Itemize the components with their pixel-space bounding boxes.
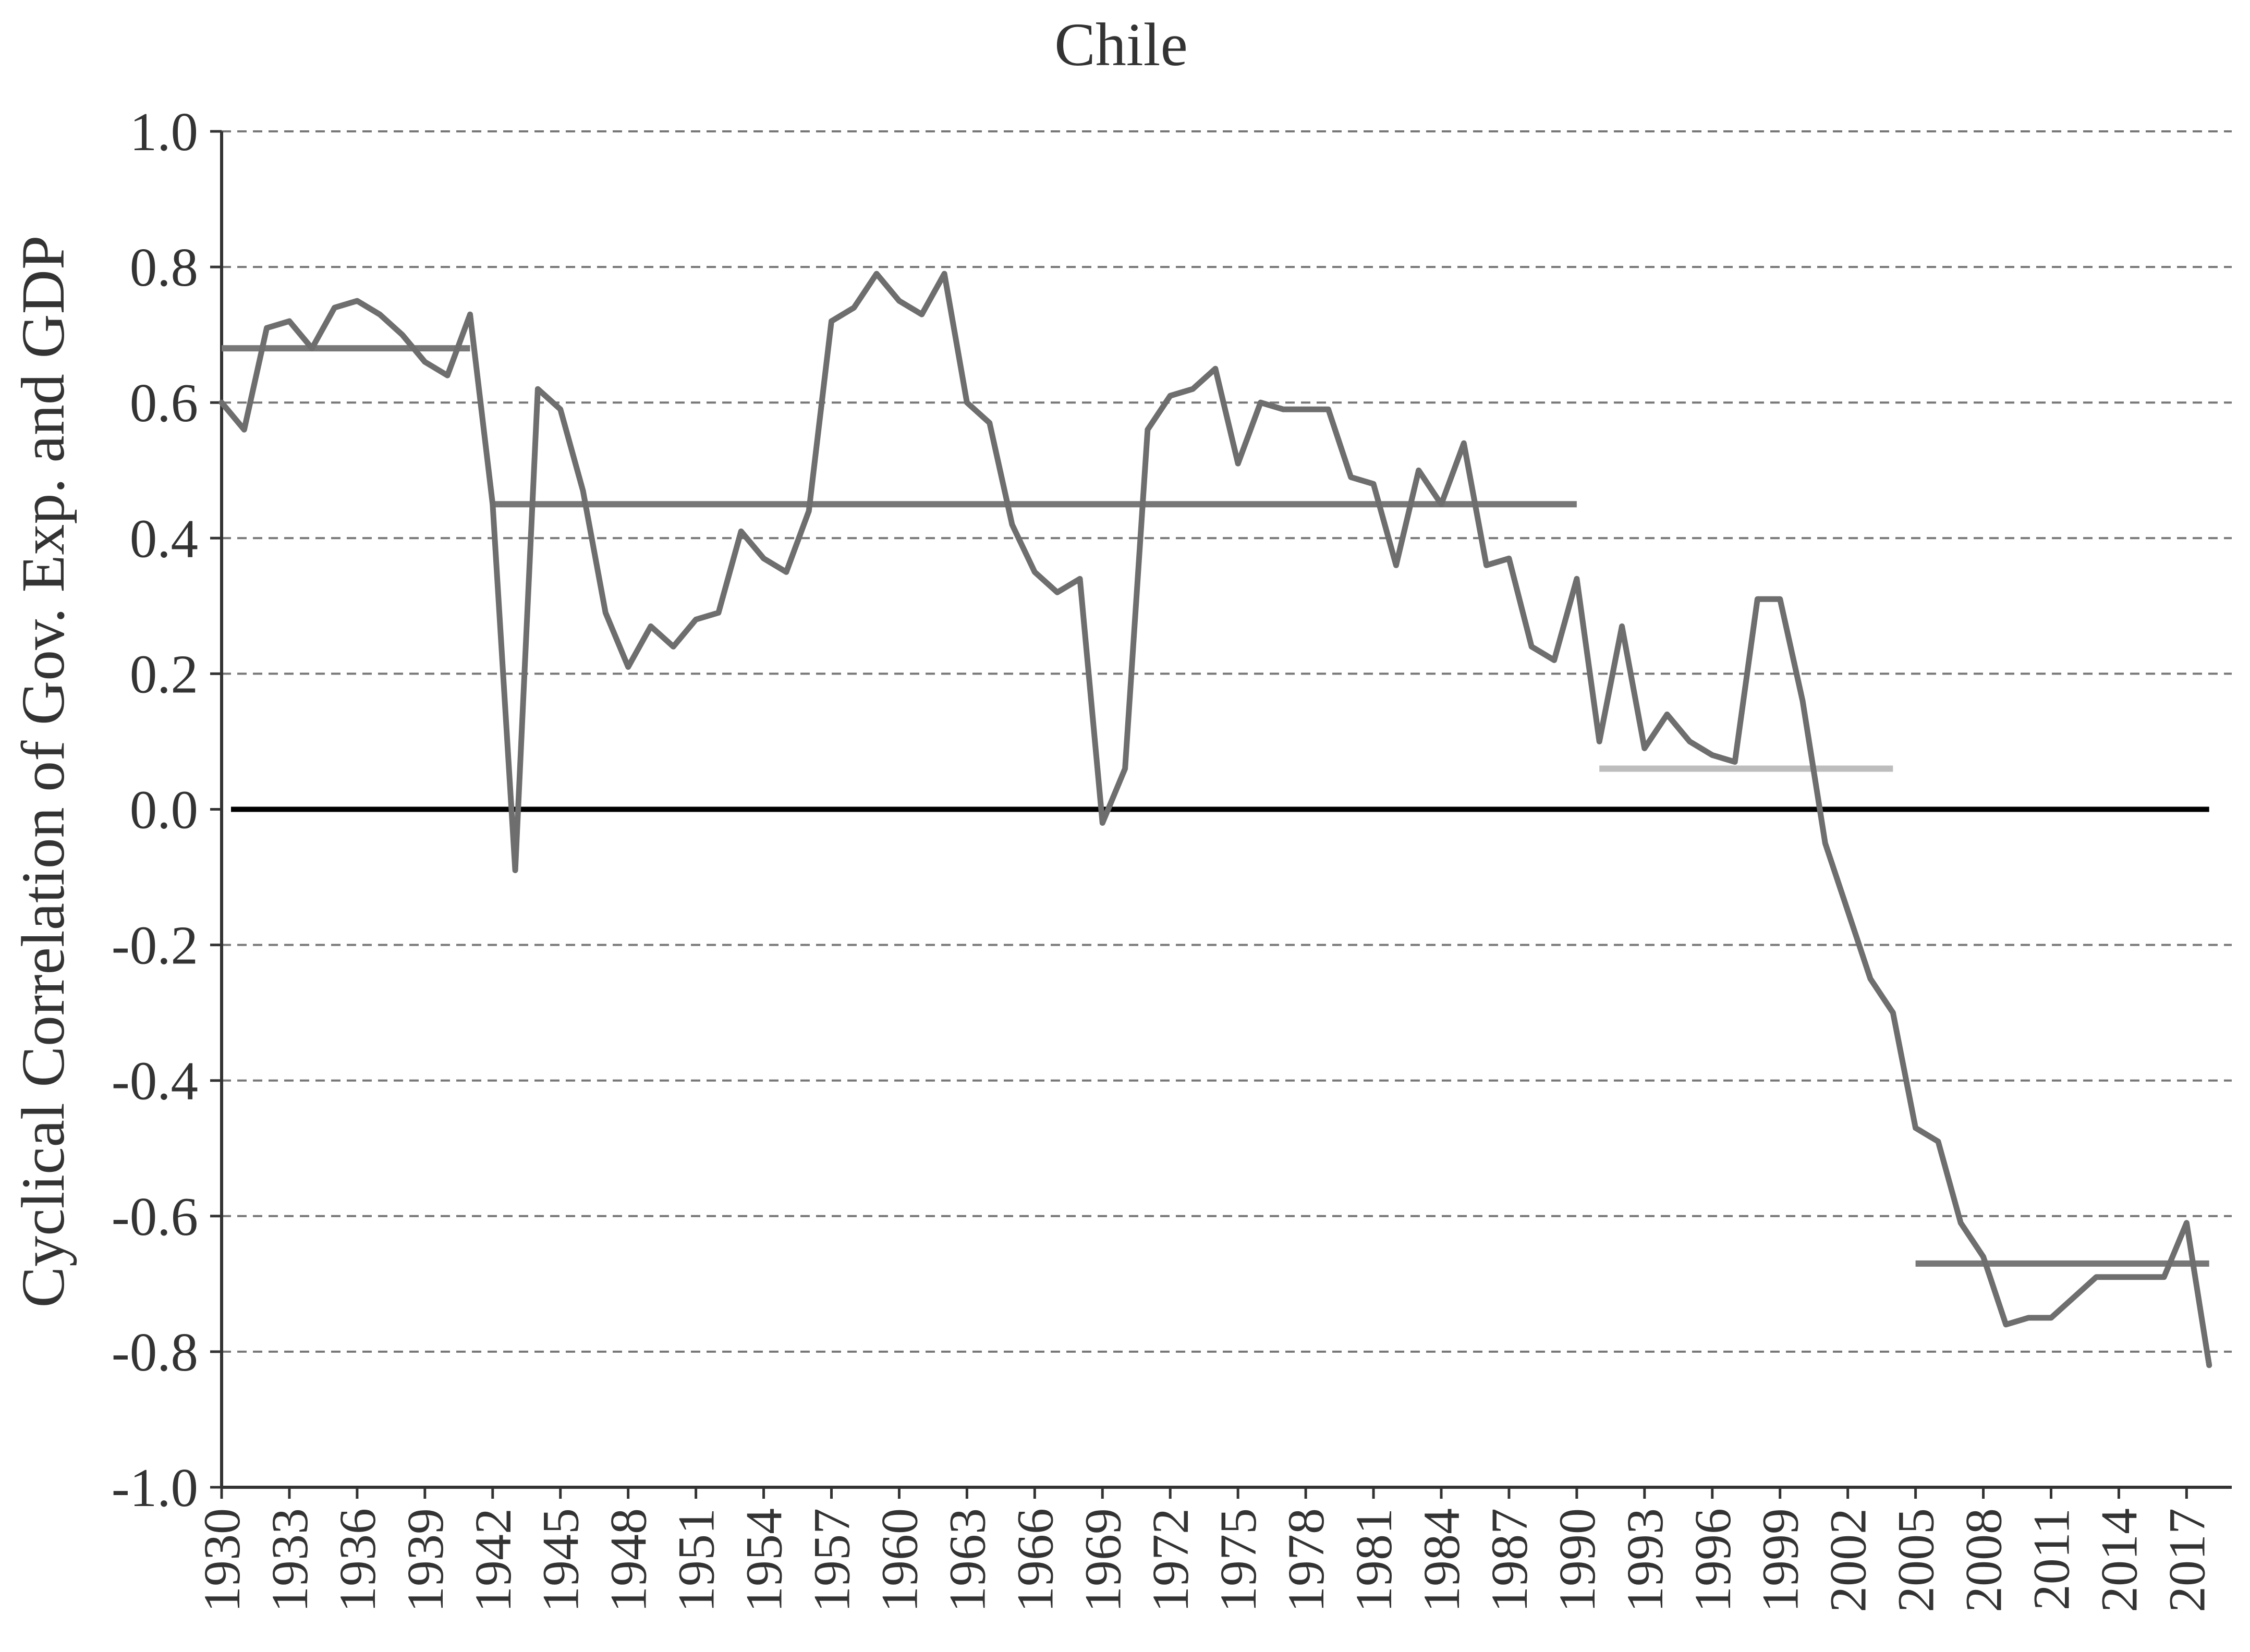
x-tick-label: 1987 bbox=[1480, 1508, 1538, 1612]
y-tick-label: 0.4 bbox=[130, 508, 198, 569]
x-tick-label: 1972 bbox=[1141, 1508, 1199, 1612]
x-tick-label: 1966 bbox=[1006, 1508, 1064, 1612]
x-tick-label: 1993 bbox=[1616, 1508, 1674, 1612]
x-tick-label: 2014 bbox=[2090, 1508, 2148, 1612]
x-tick-label: 1933 bbox=[261, 1508, 319, 1612]
x-tick-label: 1957 bbox=[802, 1508, 860, 1612]
x-tick-label: 1999 bbox=[1752, 1508, 1809, 1612]
x-tick-label: 1936 bbox=[329, 1508, 386, 1612]
chart-title: Chile bbox=[1054, 10, 1188, 79]
y-tick-label: 0.2 bbox=[130, 643, 198, 704]
x-tick-label: 1939 bbox=[396, 1508, 454, 1612]
x-tick-label: 2017 bbox=[2158, 1508, 2216, 1612]
x-tick-label: 1984 bbox=[1413, 1508, 1470, 1612]
x-tick-labels: 1930 1933 1936 1939 1942 1945 1948 1951 1954 1957… bbox=[193, 1508, 2216, 1612]
x-tick-label: 1951 bbox=[667, 1508, 725, 1612]
x-tick-label: 1996 bbox=[1684, 1508, 1742, 1612]
y-tick-label: -0.2 bbox=[112, 915, 198, 976]
y-tick-label: 0.0 bbox=[130, 779, 198, 840]
reference-lines bbox=[222, 345, 2209, 1267]
x-tick-label: 1963 bbox=[938, 1508, 996, 1612]
x-tick-label: 1948 bbox=[600, 1508, 658, 1612]
y-tick-label: 0.8 bbox=[130, 237, 198, 298]
x-tick-label: 1960 bbox=[870, 1508, 928, 1612]
y-tick-label: 1.0 bbox=[130, 101, 198, 162]
y-tick-label: 0.6 bbox=[130, 372, 198, 433]
y-tick-label: -1.0 bbox=[112, 1457, 198, 1518]
x-tick-label: 1975 bbox=[1209, 1508, 1267, 1612]
x-tick-label: 1981 bbox=[1345, 1508, 1403, 1612]
x-tick-label: 2008 bbox=[1955, 1508, 2013, 1612]
y-tick-label: -0.6 bbox=[112, 1186, 198, 1247]
x-tick-label: 1954 bbox=[735, 1508, 793, 1612]
axes bbox=[210, 130, 2232, 1499]
y-tick-label: -0.4 bbox=[112, 1050, 198, 1111]
y-tick-label: -0.8 bbox=[112, 1321, 198, 1382]
x-tick-label: 2005 bbox=[1887, 1508, 1945, 1612]
x-tick-label: 1969 bbox=[1074, 1508, 1132, 1612]
x-tick-label: 1978 bbox=[1277, 1508, 1335, 1612]
series-layer bbox=[218, 271, 2212, 1368]
series-line bbox=[218, 271, 2212, 1368]
y-axis-label: Cyclical Correlation of Gov. Exp. and GD… bbox=[9, 236, 77, 1308]
x-tick-label: 1942 bbox=[464, 1508, 522, 1612]
x-tick-label: 2002 bbox=[1819, 1508, 1877, 1612]
x-tick-label: 1945 bbox=[532, 1508, 590, 1612]
x-tick-label: 2011 bbox=[2022, 1508, 2080, 1610]
x-tick-label: 1930 bbox=[193, 1508, 251, 1612]
x-tick-label: 1990 bbox=[1548, 1508, 1606, 1612]
y-tick-labels: 1.0 0.8 0.6 0.4 0.2 0.0 -0.2 -0.4 -0.6 -0.8 -1.0 bbox=[112, 101, 198, 1518]
